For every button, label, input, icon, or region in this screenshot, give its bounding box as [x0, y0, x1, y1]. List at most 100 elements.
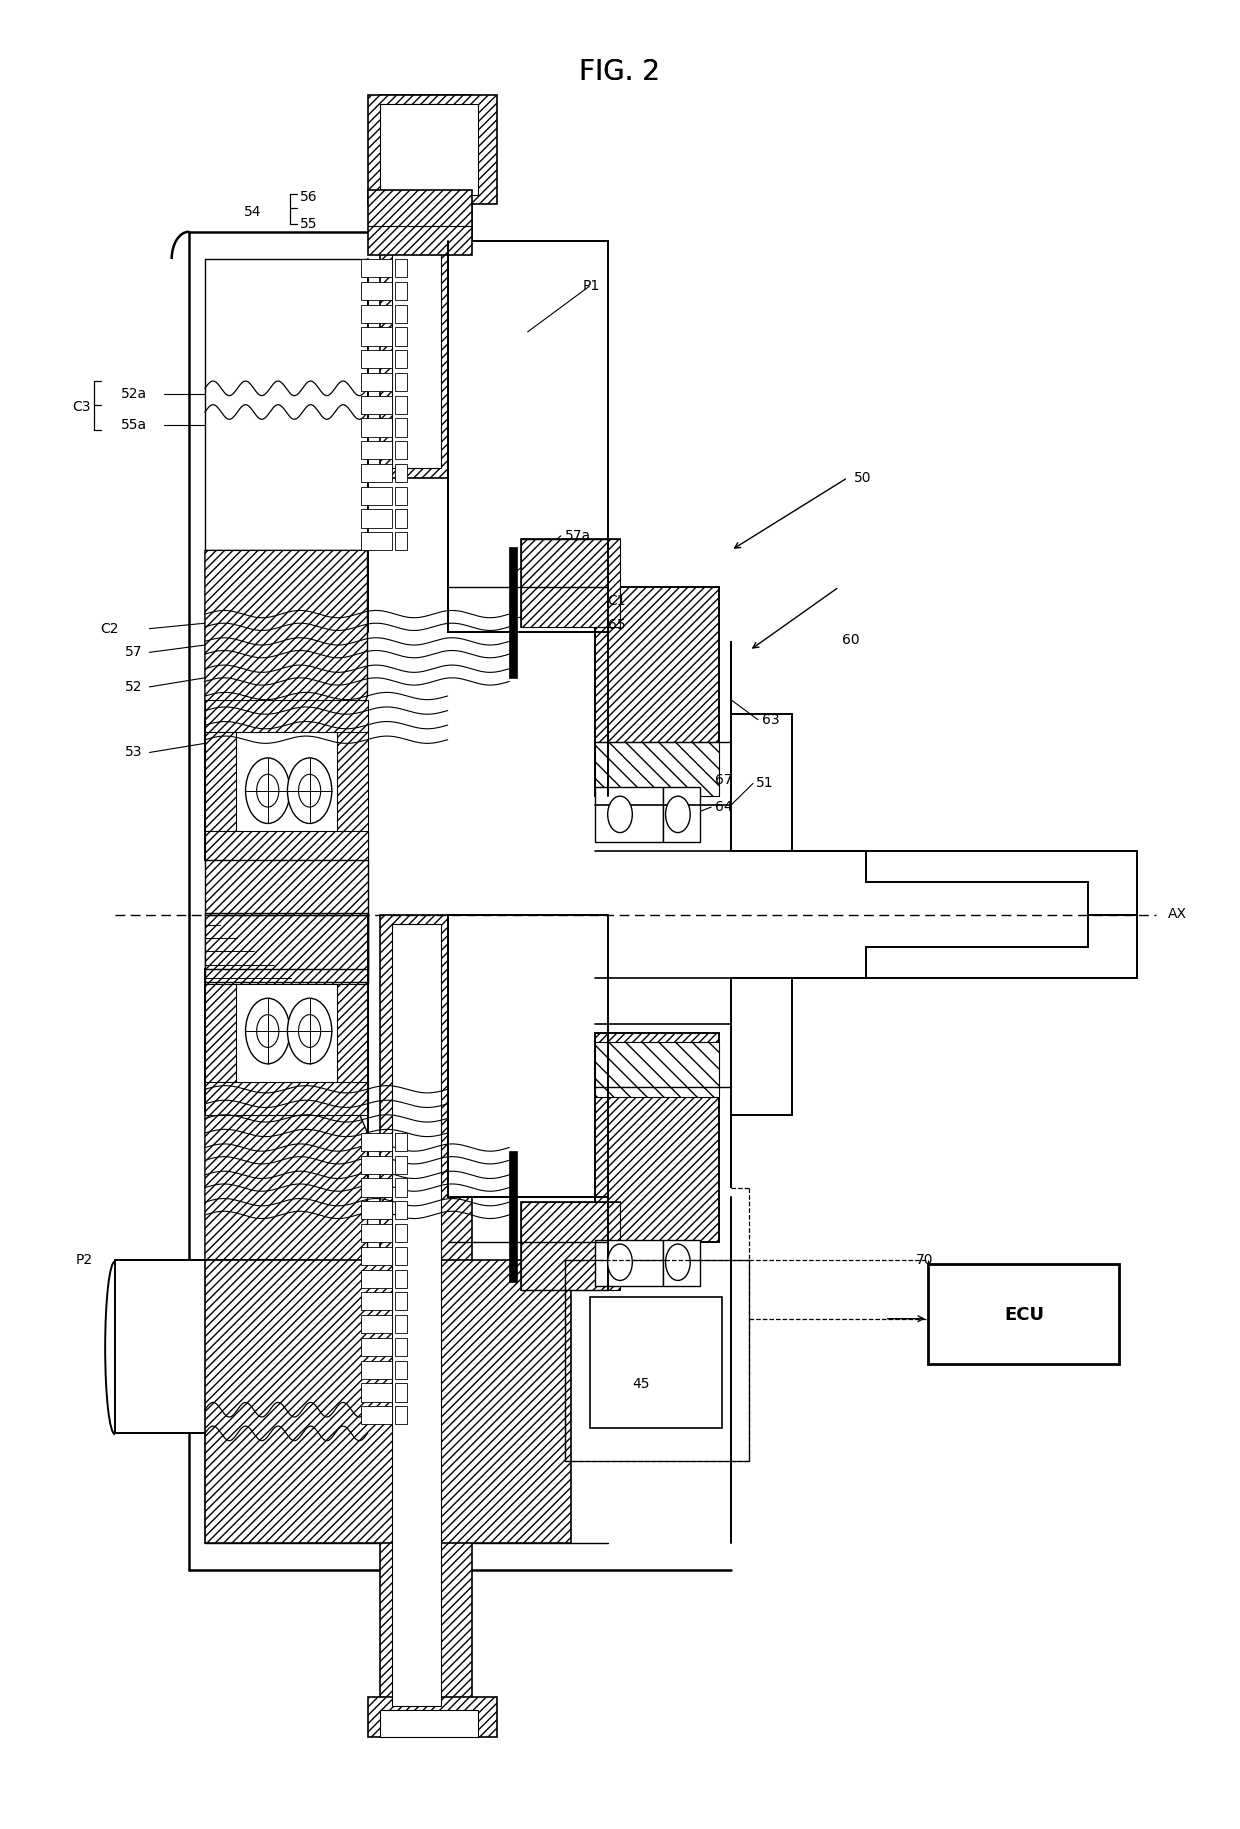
Circle shape: [666, 796, 691, 832]
Text: 57: 57: [125, 646, 143, 658]
Bar: [361, 260, 392, 278]
Text: AX: AX: [1168, 907, 1187, 922]
Bar: [394, 305, 407, 322]
Bar: [205, 717, 367, 860]
Bar: [394, 510, 407, 527]
Circle shape: [608, 796, 632, 832]
Bar: [361, 1361, 392, 1379]
Bar: [361, 1315, 392, 1333]
Bar: [522, 540, 620, 627]
Text: 53: 53: [125, 746, 143, 759]
Bar: [394, 327, 407, 346]
Circle shape: [288, 757, 332, 823]
Text: 70: 70: [915, 1253, 932, 1267]
Bar: [595, 1240, 663, 1286]
Bar: [216, 969, 351, 1094]
Bar: [522, 540, 620, 627]
Bar: [392, 924, 441, 1706]
Text: 57a: 57a: [564, 529, 590, 543]
Bar: [361, 510, 392, 527]
Bar: [361, 1383, 392, 1401]
Text: C2: C2: [100, 622, 119, 636]
Bar: [361, 465, 392, 483]
Text: P1: P1: [583, 280, 600, 293]
Bar: [394, 1293, 407, 1311]
Text: FIG. 2: FIG. 2: [579, 57, 661, 86]
Bar: [928, 1264, 1118, 1364]
Bar: [394, 1178, 407, 1196]
Bar: [361, 1156, 392, 1174]
Bar: [663, 786, 701, 841]
Bar: [361, 532, 392, 551]
Bar: [510, 547, 517, 679]
Bar: [361, 1269, 392, 1288]
Bar: [595, 1043, 718, 1097]
Text: 55: 55: [300, 218, 317, 232]
Text: 52: 52: [125, 680, 143, 693]
Bar: [361, 1132, 392, 1150]
Bar: [394, 1132, 407, 1150]
Bar: [394, 1156, 407, 1174]
Bar: [205, 717, 236, 860]
Text: 65: 65: [608, 618, 625, 633]
Bar: [367, 1697, 497, 1738]
Circle shape: [246, 757, 290, 823]
Bar: [522, 1202, 620, 1289]
Bar: [394, 260, 407, 278]
Bar: [115, 1260, 312, 1434]
Bar: [379, 914, 472, 1716]
Bar: [361, 1337, 392, 1355]
Text: 56: 56: [300, 190, 317, 205]
Bar: [379, 104, 479, 196]
Bar: [394, 1337, 407, 1355]
Polygon shape: [205, 860, 367, 914]
Text: C3: C3: [72, 399, 91, 413]
Bar: [595, 587, 718, 796]
Bar: [379, 1710, 479, 1738]
Circle shape: [257, 774, 279, 807]
Text: 51: 51: [755, 777, 773, 790]
Bar: [361, 419, 392, 437]
Circle shape: [666, 1244, 691, 1280]
Polygon shape: [730, 642, 1137, 914]
Bar: [361, 1178, 392, 1196]
Bar: [361, 487, 392, 505]
Text: C1: C1: [608, 594, 626, 609]
Bar: [205, 1083, 367, 1114]
Text: 64: 64: [714, 799, 733, 814]
Text: 60: 60: [842, 633, 859, 647]
Text: ECU: ECU: [1004, 1306, 1044, 1324]
Bar: [361, 1247, 392, 1266]
Bar: [394, 1269, 407, 1288]
Text: 50: 50: [854, 470, 872, 485]
Text: 55a: 55a: [122, 417, 148, 432]
Bar: [361, 1202, 392, 1220]
Text: 54: 54: [244, 205, 262, 219]
Bar: [448, 241, 608, 633]
Bar: [394, 419, 407, 437]
Bar: [394, 395, 407, 413]
Bar: [367, 95, 497, 205]
Bar: [337, 969, 367, 1112]
Text: 67: 67: [714, 774, 733, 786]
Bar: [663, 1240, 701, 1286]
Bar: [394, 1361, 407, 1379]
Bar: [392, 104, 441, 468]
Text: 45: 45: [632, 1377, 650, 1392]
Bar: [337, 717, 367, 860]
Bar: [361, 441, 392, 459]
Bar: [205, 830, 367, 863]
Bar: [361, 373, 392, 391]
Circle shape: [608, 1244, 632, 1280]
Bar: [361, 327, 392, 346]
Bar: [394, 441, 407, 459]
Circle shape: [299, 774, 321, 807]
Bar: [205, 969, 367, 1112]
Bar: [448, 914, 608, 1196]
Bar: [394, 1383, 407, 1401]
Bar: [205, 701, 367, 732]
Circle shape: [299, 1015, 321, 1048]
Bar: [216, 728, 351, 852]
Polygon shape: [730, 914, 1137, 1187]
Bar: [394, 349, 407, 368]
